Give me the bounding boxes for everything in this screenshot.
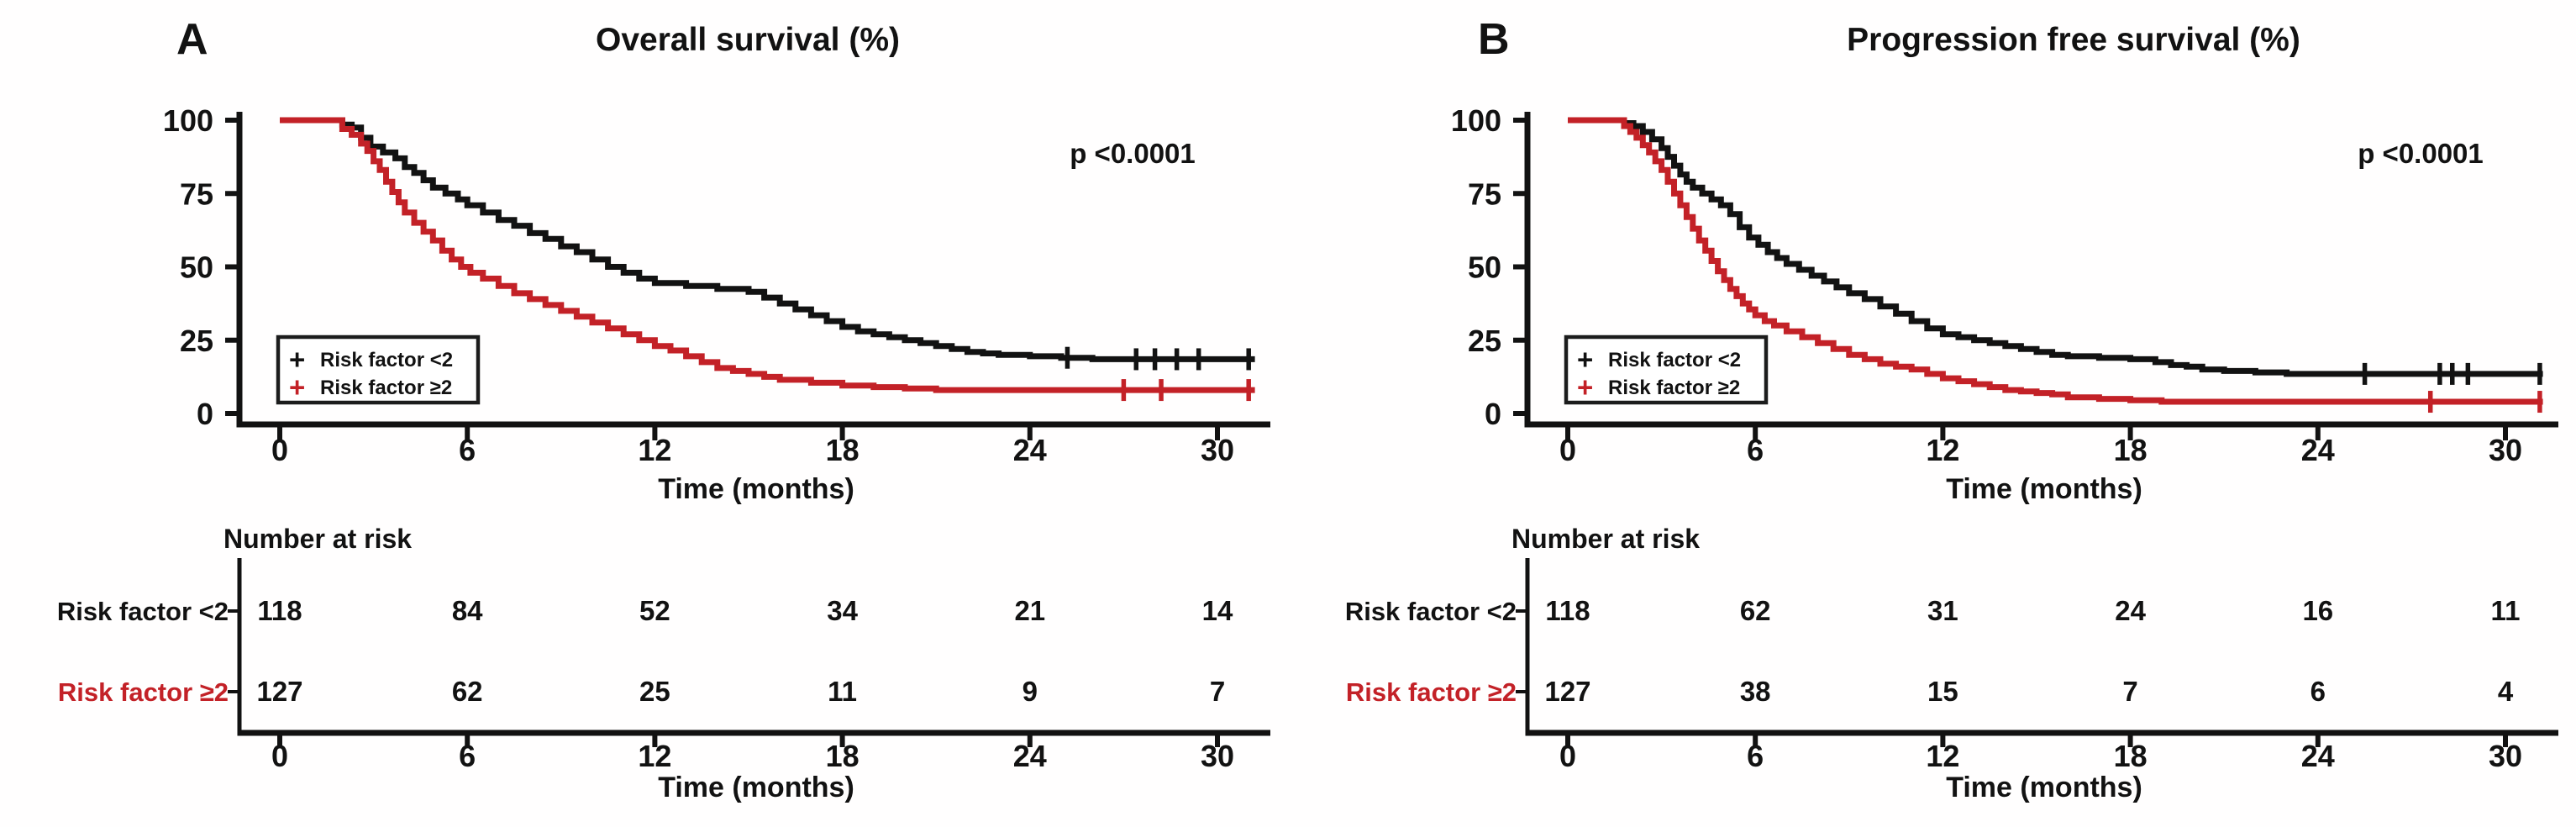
km-curve-low-risk: [1568, 117, 2543, 377]
number-at-risk-header: Number at risk: [223, 524, 412, 554]
risk-count: 118: [257, 595, 302, 626]
x-tick-label: 12: [1926, 433, 1959, 467]
y-tick-label: 0: [197, 397, 213, 431]
km-plot-progression-free-survival: 0 25 50 75 100 0 6 12 18 24 30 0 6 12 18 24 30 118 62 31 24 1…: [1345, 15, 2558, 803]
x-tick-label: 24: [2301, 433, 2335, 467]
dynamic-layer: 0 25 50 75 100 0 6 12 18 24 30 0 6 12 18 24 30 118 84 52 34 2…: [163, 103, 1270, 773]
risk-count: 84: [452, 595, 483, 626]
risk-count: 16: [2302, 595, 2333, 626]
risk-count: 11: [2491, 595, 2521, 626]
p-value-label: p <0.0001: [1070, 138, 1196, 169]
censor-plus-icon: +: [1577, 344, 1593, 375]
legend: + Risk factor <2 + Risk factor ≥2: [276, 334, 481, 405]
x-tick-label: 6: [459, 433, 476, 467]
x-axis-title: Time (months): [1946, 473, 2142, 505]
x-tick-label: 0: [1559, 433, 1576, 467]
risk-x-tick-label: 6: [459, 739, 476, 773]
risk-count: 4: [2498, 676, 2514, 707]
risk-count: 15: [1927, 676, 1958, 707]
x-tick-label: 18: [826, 433, 860, 467]
risk-row-label: Risk factor ≥2: [1346, 677, 1517, 707]
risk-x-tick-label: 6: [1747, 739, 1764, 773]
x-tick-label: 24: [1013, 433, 1047, 467]
y-tick-label: 100: [163, 103, 213, 138]
risk-row-label: Risk factor ≥2: [58, 677, 229, 707]
legend-label: Risk factor <2: [1608, 349, 1741, 371]
risk-count: 7: [2122, 676, 2137, 707]
risk-x-tick-label: 24: [1013, 739, 1047, 773]
x-axis-title: Time (months): [658, 473, 854, 505]
legend-box: [1564, 334, 1769, 405]
km-curve-high-risk: [280, 117, 1255, 393]
x-axis-title-bottom: Time (months): [1946, 772, 2142, 803]
risk-count: 34: [827, 595, 858, 626]
risk-count: 14: [1202, 595, 1233, 626]
panel-letter: B: [1478, 15, 1510, 64]
y-tick-label: 50: [1468, 250, 1501, 285]
risk-count: 25: [639, 676, 670, 707]
legend: + Risk factor <2 + Risk factor ≥2: [1564, 334, 1769, 405]
x-tick-label: 30: [1201, 433, 1234, 467]
p-value-label: p <0.0001: [2358, 138, 2484, 169]
legend-label: Risk factor ≥2: [1608, 377, 1740, 399]
km-plot-overall-survival: 0 25 50 75 100 0 6 12 18 24 30 0 6 12 18 24 30 118 84 52 34 2…: [57, 15, 1270, 803]
censor-plus-icon: +: [289, 371, 305, 403]
risk-count: 127: [256, 676, 302, 707]
x-tick-label: 12: [638, 433, 671, 467]
risk-x-tick-label: 30: [2489, 739, 2522, 773]
y-tick-label: 75: [180, 176, 213, 211]
risk-x-tick-label: 18: [2114, 739, 2148, 773]
censor-plus-icon: +: [1577, 371, 1593, 403]
risk-count: 6: [2311, 676, 2326, 707]
risk-count: 52: [639, 595, 670, 626]
risk-count: 127: [1544, 676, 1590, 707]
risk-x-tick-label: 18: [826, 739, 860, 773]
y-tick-label: 0: [1485, 397, 1501, 431]
y-tick-label: 25: [180, 324, 213, 358]
risk-x-tick-label: 0: [271, 739, 288, 773]
risk-count: 38: [1740, 676, 1771, 707]
risk-count: 11: [828, 676, 857, 707]
x-tick-label: 30: [2489, 433, 2522, 467]
risk-x-tick-label: 30: [1201, 739, 1234, 773]
risk-count: 118: [1545, 595, 1590, 626]
risk-x-tick-label: 12: [638, 739, 671, 773]
risk-count: 7: [1210, 676, 1225, 707]
km-curve-low-risk: [280, 117, 1255, 362]
panel-title: Progression free survival (%): [1847, 22, 2300, 58]
x-tick-label: 0: [271, 433, 288, 467]
y-tick-label: 25: [1468, 324, 1501, 358]
risk-count: 21: [1014, 595, 1045, 626]
panel-letter: A: [176, 15, 208, 64]
x-tick-label: 6: [1747, 433, 1764, 467]
risk-count: 9: [1023, 676, 1038, 707]
x-tick-label: 18: [2114, 433, 2148, 467]
risk-count: 62: [1740, 595, 1771, 626]
legend-box: [276, 334, 481, 405]
risk-x-tick-label: 24: [2301, 739, 2335, 773]
y-tick-label: 100: [1451, 103, 1501, 138]
risk-row-label: Risk factor <2: [1345, 597, 1517, 626]
panel-overall-survival: 0 25 50 75 100 0 6 12 18 24 30 0 6 12 18 24 30 118 84 52 34 2…: [57, 15, 1270, 803]
y-tick-label: 75: [1468, 176, 1501, 211]
risk-x-tick-label: 12: [1926, 739, 1959, 773]
x-axis-title-bottom: Time (months): [658, 772, 854, 803]
panel-title: Overall survival (%): [596, 22, 900, 58]
dynamic-layer: 0 25 50 75 100 0 6 12 18 24 30 0 6 12 18 24 30 118 62 31 24 1…: [1451, 103, 2558, 773]
risk-count: 24: [2115, 595, 2146, 626]
risk-count: 62: [452, 676, 483, 707]
number-at-risk-header: Number at risk: [1511, 524, 1700, 554]
y-tick-label: 50: [180, 250, 213, 285]
censor-plus-icon: +: [289, 344, 305, 375]
risk-count: 31: [1927, 595, 1958, 626]
panel-progression-free-survival: 0 25 50 75 100 0 6 12 18 24 30 0 6 12 18 24 30 118 62 31 24 1…: [1288, 0, 2576, 827]
risk-row-label: Risk factor <2: [57, 597, 229, 626]
risk-x-tick-label: 0: [1559, 739, 1576, 773]
legend-label: Risk factor <2: [320, 349, 453, 371]
legend-label: Risk factor ≥2: [320, 377, 452, 399]
km-curve-high-risk: [1568, 117, 2543, 405]
